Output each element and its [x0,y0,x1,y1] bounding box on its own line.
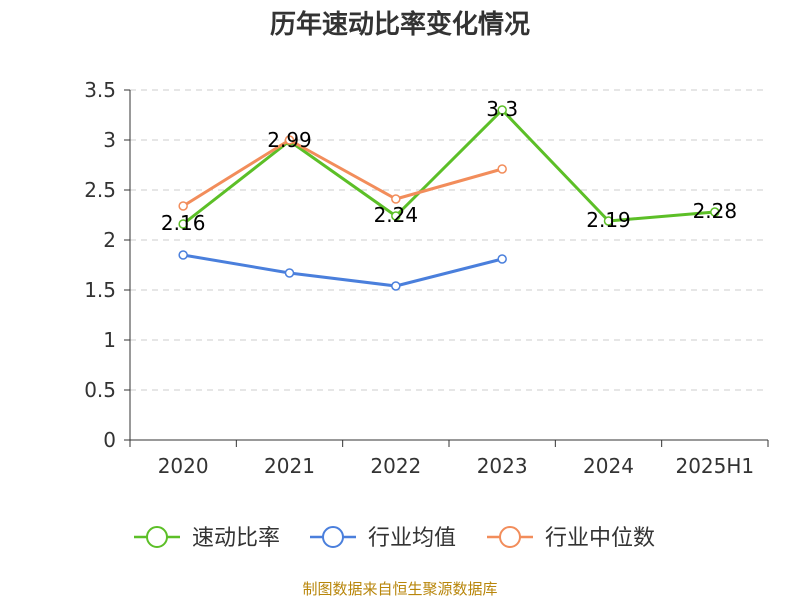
legend-marker [322,526,344,548]
data-label: 2.99 [267,128,312,152]
data-label: 2.16 [161,211,206,235]
legend-label: 行业中位数 [545,526,655,551]
data-point [178,219,188,229]
y-tick-label: 2 [103,228,116,252]
data-point [497,254,507,264]
legend-label: 速动比率 [192,526,280,551]
data-point [497,105,507,115]
y-tick-label: 3 [103,128,116,152]
data-point [710,207,720,217]
x-tick-label: 2023 [477,454,528,478]
legend-label: 行业均值 [368,526,456,551]
data-point [178,201,188,211]
series-line [182,108,715,226]
data-point [391,211,401,221]
y-tick-label: 0 [103,428,116,452]
data-point [391,194,401,204]
data-point [284,135,295,145]
x-tick-label: 2024 [583,454,634,478]
data-point [284,268,295,278]
x-tick-label: 2022 [370,454,421,478]
chart-title: 历年速动比率变化情况 [269,10,530,40]
legend-marker [499,526,521,548]
series-line [182,253,503,288]
data-point [178,250,188,260]
x-tick-label: 2020 [158,454,209,478]
data-point [391,281,401,291]
y-tick-label: 1.5 [84,278,116,302]
y-tick-label: 0.5 [84,378,116,402]
source-note: 制图数据来自恒生聚源数据库 [302,580,498,598]
y-tick-label: 2.5 [84,178,116,202]
data-label: 2.28 [693,199,738,223]
data-point [497,164,507,174]
y-tick-label: 1 [103,328,116,352]
legend-marker [146,526,168,548]
series-line [182,138,503,208]
x-tick-label: 2021 [264,454,315,478]
y-tick-label: 3.5 [84,78,116,102]
x-tick-label: 2025H1 [675,454,754,478]
data-label: 2.24 [374,203,419,227]
data-label: 3.3 [486,97,518,121]
data-point [603,216,614,226]
data-label: 2.19 [586,208,631,232]
